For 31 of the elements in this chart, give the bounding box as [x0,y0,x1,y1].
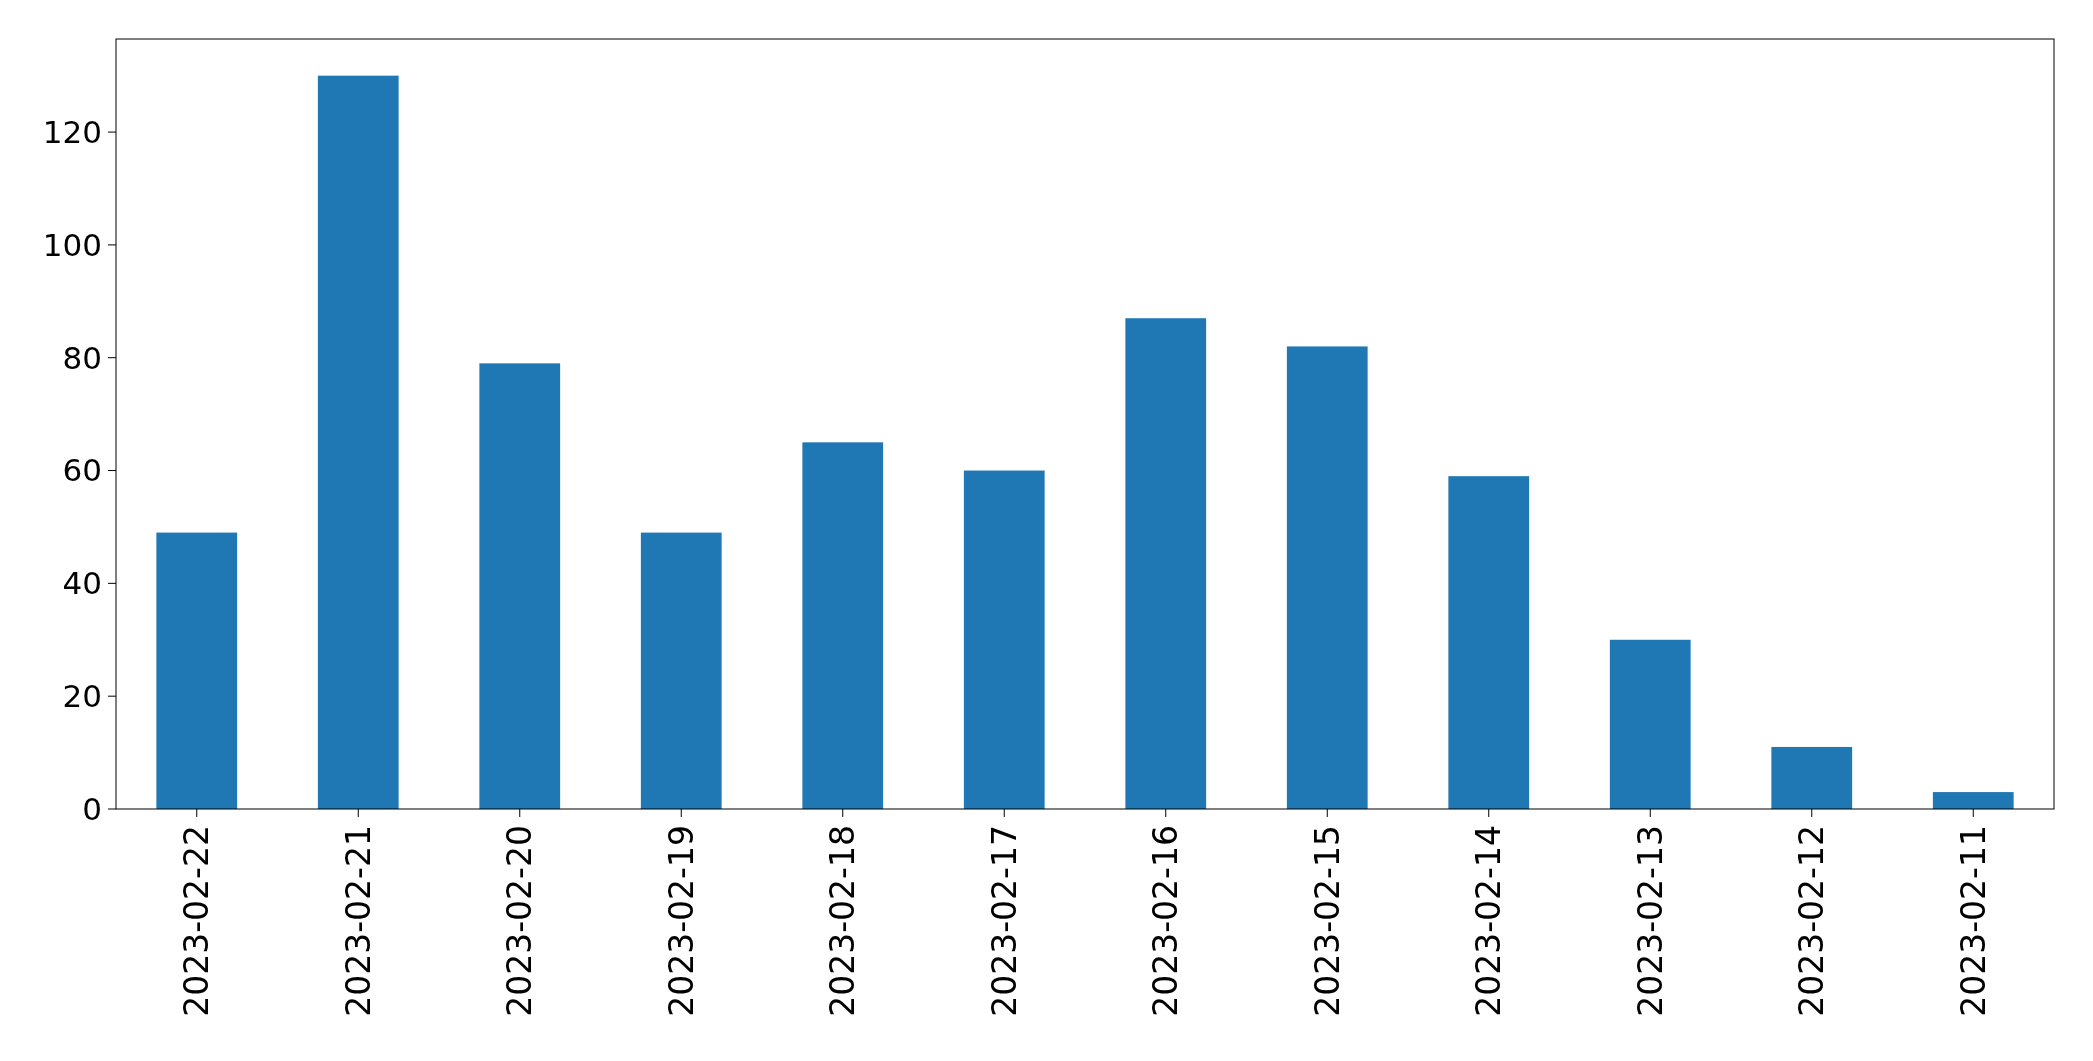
x-tick-label: 2023-02-17 [984,825,1024,1017]
x-tick-label: 2023-02-20 [500,825,540,1017]
bar [1286,346,1368,809]
bar [963,470,1045,809]
y-tick-label: 20 [62,678,102,715]
bar [1932,792,2014,809]
x-tick-label: 2023-02-13 [1630,825,1670,1017]
x-tick-label: 2023-02-14 [1469,825,1509,1017]
y-tick-label: 60 [62,452,102,489]
x-tick-label: 2023-02-15 [1307,825,1347,1017]
x-tick-label: 2023-02-22 [177,825,217,1017]
y-tick-label: 0 [82,790,102,827]
bar [1771,746,1853,809]
y-tick-label: 40 [62,565,102,602]
bar [1448,476,1530,809]
x-tick-label: 2023-02-12 [1792,825,1832,1017]
bar [1609,639,1691,809]
bar [1125,318,1207,809]
bar [479,363,561,809]
bar [317,75,399,809]
y-tick-label: 120 [42,113,102,150]
bar [156,532,238,809]
x-tick-label: 2023-02-18 [823,825,863,1017]
bar [640,532,722,809]
bar [802,442,884,809]
x-tick-label: 2023-02-21 [338,825,378,1017]
x-tick-label: 2023-02-16 [1146,825,1186,1017]
y-tick-label: 100 [42,226,102,263]
y-tick-label: 80 [62,339,102,376]
x-tick-label: 2023-02-19 [661,825,701,1017]
x-tick-label: 2023-02-11 [1953,825,1993,1017]
